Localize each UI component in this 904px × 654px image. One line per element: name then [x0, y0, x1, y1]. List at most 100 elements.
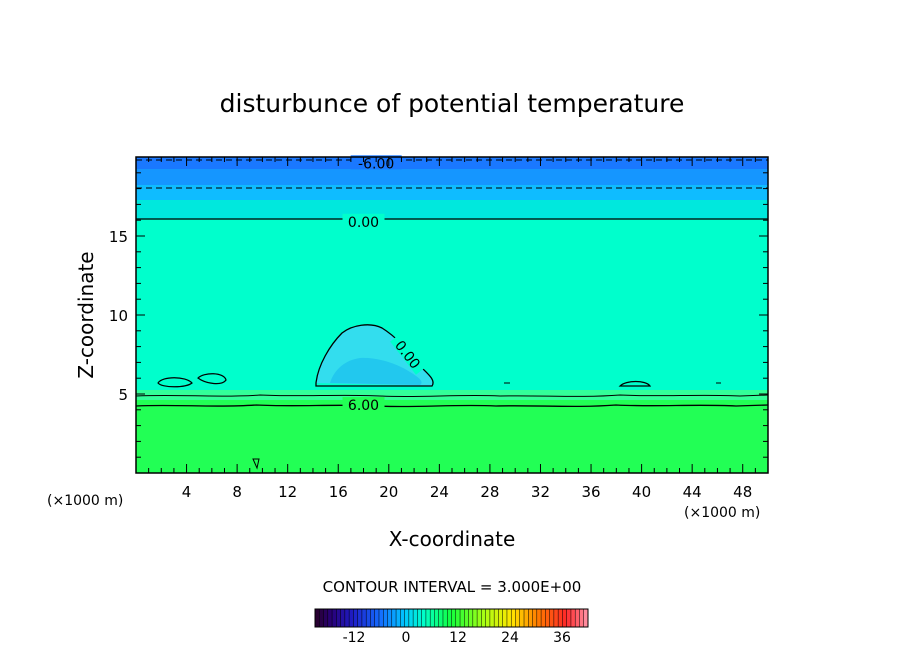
colorbar-swatch [528, 609, 534, 627]
contour-zero-blob-2 [197, 373, 227, 385]
x-tick-label: 40 [632, 483, 651, 501]
y-axis-label: Z-coordinate [74, 251, 98, 378]
colorbar-tick-label: 0 [402, 630, 411, 646]
small-contour-marker [252, 458, 260, 470]
colorbar-swatch [327, 609, 333, 627]
colorbar-swatch [315, 609, 320, 627]
colorbar-swatch [344, 609, 350, 627]
x-tick-label: 32 [531, 483, 550, 501]
colorbar-swatch [370, 609, 376, 627]
x-tick-label: 24 [430, 483, 449, 501]
colorbar-swatch [570, 609, 576, 627]
colorbar-swatch [332, 609, 337, 627]
colorbar-swatch [361, 609, 367, 627]
colorbar-swatch [485, 609, 491, 627]
colorbar-swatch [506, 609, 512, 627]
contour-interval-label: CONTOUR INTERVAL = 3.000E+00 [323, 578, 582, 596]
y-tick-label: 15 [109, 228, 128, 246]
contour-label: 0.00 [348, 215, 379, 231]
contour-six-lower [135, 404, 769, 408]
contour-label-bg [342, 213, 385, 228]
colorbar-swatch [391, 609, 397, 627]
field-lower-band [136, 397, 768, 473]
colorbar-swatch [434, 609, 440, 627]
colorbar-swatch [323, 609, 329, 627]
colorbar-swatch [481, 609, 487, 627]
colorbar-swatch [549, 609, 555, 627]
colorbar-swatch [532, 609, 538, 627]
colorbar-swatch [541, 609, 546, 627]
colorbar-tick-label: -12 [343, 630, 366, 646]
colorbar-swatch [536, 609, 542, 627]
colorbar-swatch [404, 609, 410, 627]
colorbar-swatch [489, 609, 495, 627]
x-tick-label: 20 [379, 483, 398, 501]
field-top-band-4 [136, 200, 768, 219]
contour-zero-bubble [315, 324, 434, 387]
colorbar-swatch [545, 609, 551, 627]
contour-zero-blob-3 [618, 380, 652, 387]
colorbar-swatch [494, 609, 499, 627]
colorbar-tick-label: 12 [449, 630, 467, 646]
colorbar-swatch [408, 609, 414, 627]
contour-label: -6.00 [358, 156, 394, 172]
colorbar-swatch [464, 609, 470, 627]
x-tick-label: 28 [480, 483, 499, 501]
colorbar-swatch [378, 609, 384, 627]
colorbar-swatch [387, 609, 393, 627]
x-axis-label: X-coordinate [389, 527, 516, 551]
colorbar-tick-label: 36 [553, 630, 571, 646]
colorbar-swatch [460, 609, 465, 627]
colorbar-swatch [558, 609, 563, 627]
colorbar-swatch [498, 609, 504, 627]
colorbar-swatch [472, 609, 478, 627]
y-unit-label: (×1000 m) [47, 493, 123, 509]
colorbar-swatch [374, 609, 380, 627]
colorbar-swatch [336, 609, 342, 627]
colorbar-swatch [579, 609, 585, 627]
colorbar-swatch [340, 609, 346, 627]
colorbar-swatch [349, 609, 354, 627]
contour-label-bg [390, 333, 427, 375]
colorbar-swatch [519, 609, 525, 627]
colorbar-swatch [468, 609, 474, 627]
colorbar: -12 0 12 24 36 [314, 608, 589, 646]
contour-label-bg [342, 397, 385, 412]
colorbar-swatch [438, 609, 444, 627]
field-mid-band [136, 200, 768, 390]
x-tick-label: 44 [683, 483, 702, 501]
colorbar-swatch [515, 609, 521, 627]
colorbar-swatch [447, 609, 452, 627]
colorbar-swatch [366, 609, 371, 627]
x-tick-label: 8 [232, 483, 242, 501]
colorbar-swatch [396, 609, 401, 627]
colorbar-swatch [413, 609, 418, 627]
colorbar-tick-label: 24 [501, 630, 519, 646]
colorbar-swatch [430, 609, 435, 627]
colorbar-swatch [524, 609, 529, 627]
x-axis-ticks: 4 8 12 16 20 24 28 32 36 40 44 48 [148, 157, 756, 501]
contour-label: 6.00 [348, 398, 379, 414]
x-tick-label: 48 [733, 483, 752, 501]
x-tick-label: 16 [329, 483, 348, 501]
colorbar-swatch [511, 609, 516, 627]
colorbar-swatch [425, 609, 431, 627]
x-tick-label: 36 [581, 483, 600, 501]
colorbar-swatch [502, 609, 508, 627]
y-axis-ticks: 5 10 15 [109, 172, 768, 458]
colorbar-swatch [566, 609, 572, 627]
plot-area: -6.000.000.006.00 4 8 12 16 20 24 28 32 36 40 44 48… [109, 155, 769, 501]
colorbar-frame [314, 608, 589, 628]
contour-zero-blob-1 [157, 377, 193, 388]
x-tick-label: 12 [278, 483, 297, 501]
y-tick-label: 5 [118, 386, 128, 404]
field-top-band-2 [136, 168, 768, 185]
x-tick-label: 4 [182, 483, 192, 501]
contour-six-wavy-upper [135, 394, 769, 398]
x-unit-label: (×1000 m) [684, 505, 760, 521]
colorbar-swatch [353, 609, 359, 627]
colorbar-swatch [553, 609, 559, 627]
colorbar-swatch [583, 609, 589, 627]
colorbar-swatch [451, 609, 457, 627]
